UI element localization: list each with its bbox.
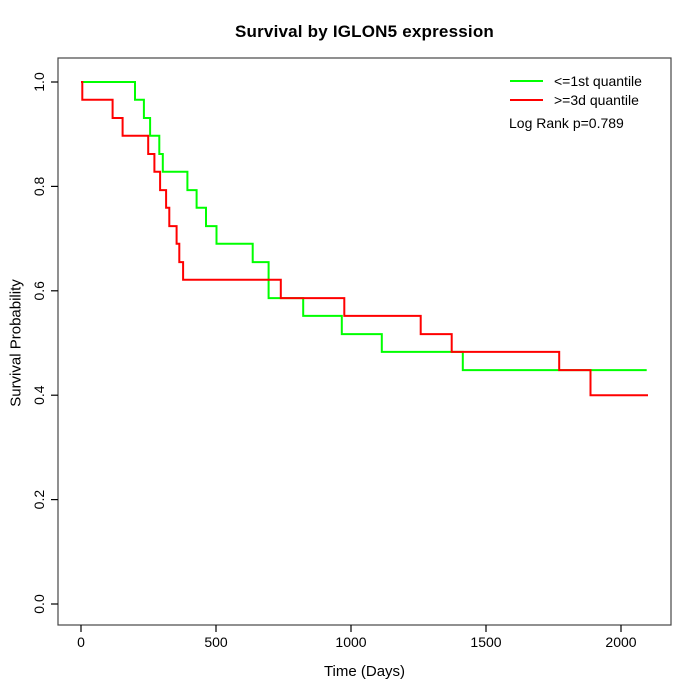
x-tick-label-500: 500 [204, 634, 228, 650]
y-tick-label-1.0: 1.0 [31, 72, 47, 92]
km-step-curve-1 [81, 81, 648, 397]
y-tick-label-0.2: 0.2 [31, 490, 47, 510]
legend-label-low-expression: <=1st quantile [554, 72, 642, 89]
x-tick-label-2000: 2000 [605, 634, 636, 650]
legend: <=1st quantile >=3d quantile [510, 71, 642, 109]
logrank-pvalue-text: Log Rank p=0.789 [509, 115, 624, 131]
y-tick-label-0.0: 0.0 [31, 594, 47, 614]
x-tick-label-0: 0 [77, 634, 85, 650]
y-axis-title: Survival Probability [7, 279, 25, 407]
legend-entry-high-expression: >=3d quantile [510, 90, 642, 109]
km-step-curve-0 [81, 81, 647, 372]
legend-line-red-icon [510, 98, 543, 101]
y-tick-label-0.6: 0.6 [31, 281, 47, 301]
x-tick-label-1000: 1000 [335, 634, 366, 650]
legend-entry-low-expression: <=1st quantile [510, 71, 642, 90]
legend-label-high-expression: >=3d quantile [554, 91, 639, 108]
legend-line-green-icon [510, 79, 543, 82]
chart-title: Survival by IGLON5 expression [234, 22, 494, 41]
y-tick-label-0.4: 0.4 [31, 385, 47, 405]
plot-border-box [57, 57, 672, 626]
x-axis-title: Time (Days) [323, 663, 406, 680]
y-tick-label-0.8: 0.8 [31, 176, 47, 196]
x-tick-label-1500: 1500 [470, 634, 501, 650]
